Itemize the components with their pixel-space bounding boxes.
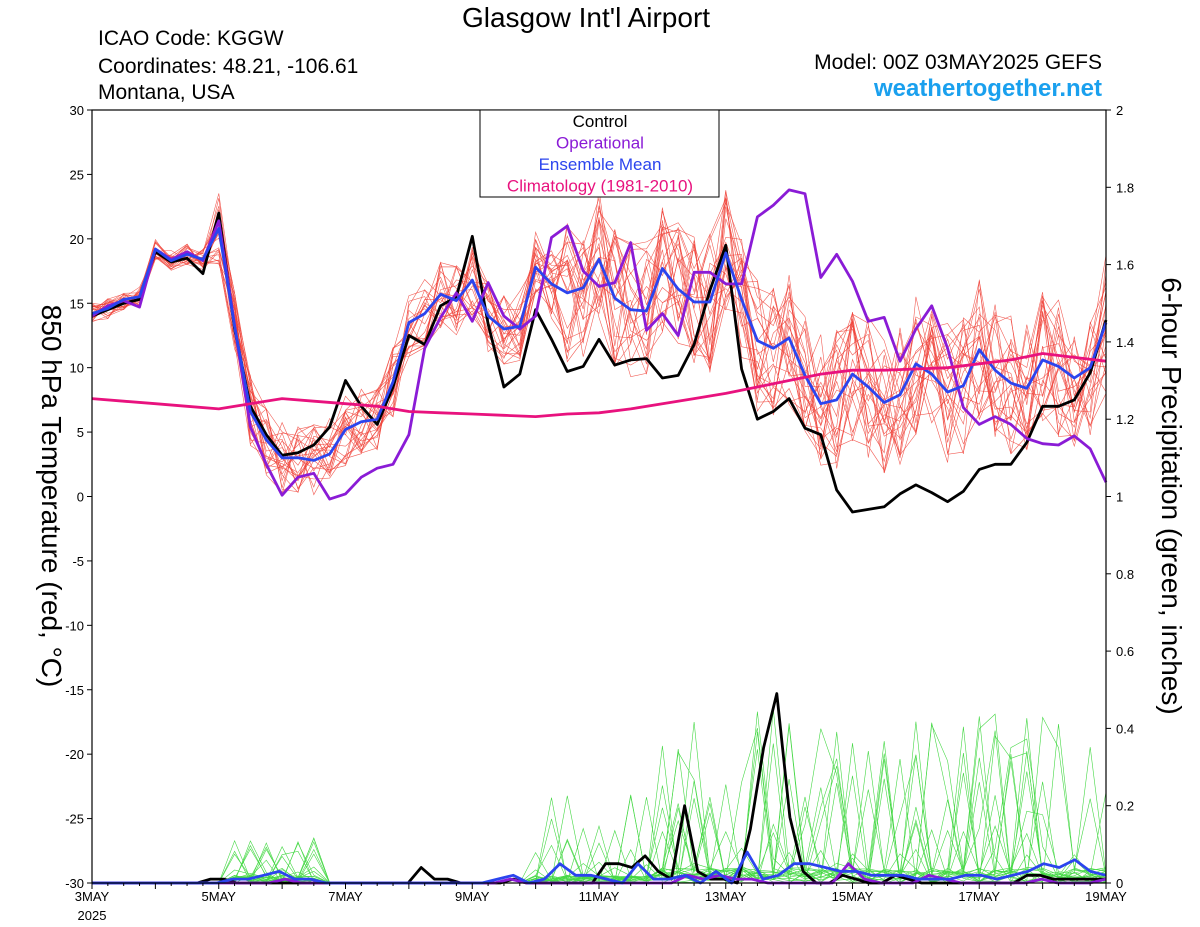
precip-member-line <box>92 716 1107 884</box>
temp-member-line <box>91 226 1107 488</box>
icao-code: ICAO Code: KGGW <box>98 27 284 50</box>
right-tick-label: 0.8 <box>1116 567 1134 582</box>
left-tick-label: -20 <box>65 747 84 762</box>
x-tick-label: 5MAY <box>202 889 237 904</box>
left-tick-label: 25 <box>70 167 84 182</box>
right-tick-label: 0.2 <box>1116 799 1134 814</box>
left-tick-label: 5 <box>77 425 84 440</box>
left-tick-label: 15 <box>70 296 84 311</box>
right-tick-label: 1.2 <box>1116 412 1134 427</box>
temp-member-line <box>91 202 1107 469</box>
right-tick-label: 0 <box>1116 876 1123 891</box>
ensemble-members-temperature <box>91 190 1107 496</box>
left-tick-label: 30 <box>70 103 84 118</box>
left-tick-label: -15 <box>65 683 84 698</box>
precip-member-line <box>92 728 1107 884</box>
legend-entry: Operational <box>556 134 644 153</box>
temp-member-line <box>91 207 1107 494</box>
right-tick-label: 2 <box>1116 103 1123 118</box>
legend-entry: Control <box>573 112 628 131</box>
left-tick-label: 0 <box>77 490 84 505</box>
left-tick-label: -10 <box>65 618 84 633</box>
x-tick-label: 19MAY <box>1085 889 1127 904</box>
temp-member-line <box>91 235 1107 468</box>
x-tick-label: 13MAY <box>705 889 747 904</box>
legend: Control Operational Ensemble Mean Climatolo… <box>479 109 720 198</box>
precip-member-line <box>92 784 1107 884</box>
chart-title: Glasgow Int'l Airport <box>461 2 711 33</box>
x-tick-label: 11MAY <box>579 889 620 904</box>
right-tick-label: 1.6 <box>1116 258 1134 273</box>
ensemble-mean-precip-line <box>92 850 1107 885</box>
x-tick-year: 2025 <box>78 908 107 923</box>
right-tick-label: 0.6 <box>1116 644 1134 659</box>
left-axis: 30 25 20 15 10 5 0 -5 -10 -15 -20 -25 -30 <box>65 103 92 891</box>
region: Montana, USA <box>98 81 235 104</box>
precip-member-line <box>92 709 1107 884</box>
temp-member-line <box>91 222 1107 493</box>
precip-member-line <box>92 728 1107 884</box>
temp-member-line <box>91 198 1107 490</box>
legend-entry: Climatology (1981-2010) <box>507 177 693 196</box>
climatology-1981-2010-temp-line <box>91 352 1107 419</box>
right-tick-label: 1 <box>1116 490 1123 505</box>
right-tick-label: 1.4 <box>1116 335 1134 350</box>
legend-box <box>479 109 720 198</box>
control-temp-line <box>91 211 1108 514</box>
control-precip-line <box>92 692 1106 885</box>
x-tick-label: 9MAY <box>455 889 490 904</box>
x-tick-label: 3MAY <box>75 889 110 904</box>
x-tick-label: 7MAY <box>328 889 363 904</box>
left-tick-label: -30 <box>65 876 84 891</box>
right-tick-label: 0.4 <box>1116 721 1134 736</box>
temp-member-line <box>91 235 1107 481</box>
x-axis: 3MAY 2025 5MAY 7MAY 9MAY 11MAY 13MAY 15MAY 17MAY… <box>75 883 1127 923</box>
main-series-lines <box>91 188 1108 885</box>
ensemble-members-precipitation <box>92 709 1107 884</box>
legend-entry: Ensemble Mean <box>539 155 662 174</box>
right-axis: 2 1.8 1.6 1.4 1.2 1 0.8 0.6 0.4 0.2 0 <box>1106 103 1134 891</box>
right-axis-label: 6-hour Precipitation (green, inches) <box>1156 277 1187 714</box>
x-tick-label: 17MAY <box>958 889 1000 904</box>
operational-temp-line <box>91 188 1108 501</box>
temp-member-line <box>91 235 1107 493</box>
left-tick-label: -25 <box>65 812 84 827</box>
x-tick-label: 15MAY <box>832 889 874 904</box>
temp-member-line <box>91 217 1107 496</box>
coordinates: Coordinates: 48.21, -106.61 <box>98 55 359 78</box>
left-tick-label: 20 <box>70 232 84 247</box>
right-tick-label: 1.8 <box>1116 180 1134 195</box>
ensemble-mean-temp-line <box>91 227 1108 462</box>
left-tick-label: -5 <box>72 554 84 569</box>
site-name: weathertogether.net <box>873 75 1102 102</box>
model-run: Model: 00Z 03MAY2025 GEFS <box>814 51 1102 74</box>
precip-member-line <box>92 718 1107 884</box>
left-axis-label: 850 hPa Temperature (red, °C) <box>36 305 67 688</box>
left-tick-label: 10 <box>70 361 84 376</box>
